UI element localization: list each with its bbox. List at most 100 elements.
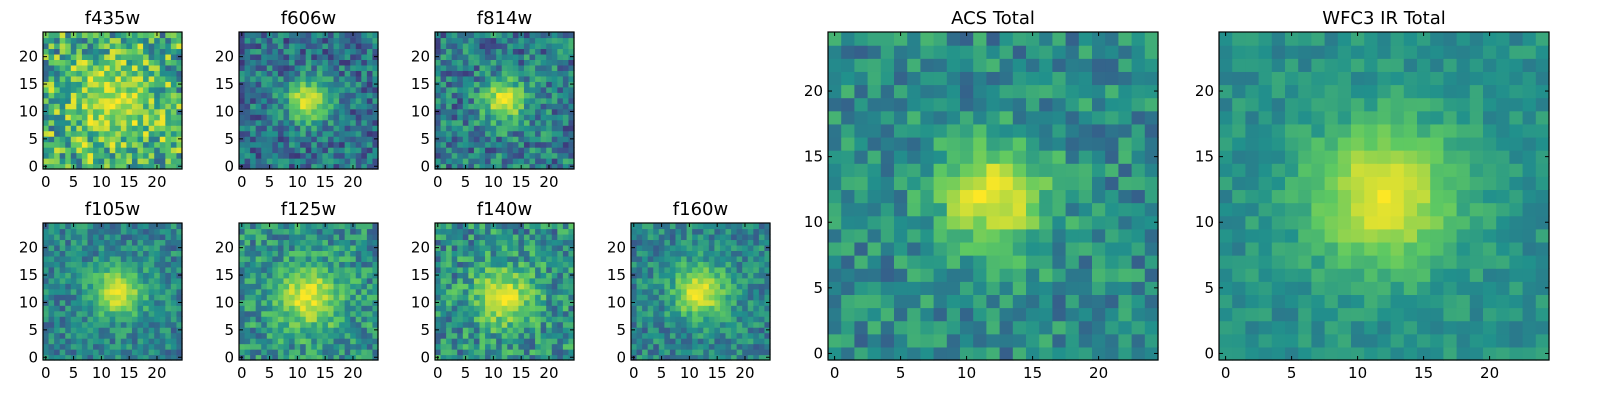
heatmap-cell <box>708 272 715 279</box>
heatmap-cell <box>457 283 464 290</box>
heatmap-cell <box>339 70 346 77</box>
heatmap-cell <box>753 294 760 301</box>
heatmap-cell <box>244 37 251 44</box>
heatmap-cell <box>59 158 66 165</box>
heatmap-cell <box>742 250 749 257</box>
heatmap-cell <box>43 255 50 262</box>
heatmap-cell <box>664 288 671 295</box>
heatmap-cell <box>148 283 155 290</box>
heatmap-cell <box>261 255 268 262</box>
heatmap-cell <box>473 136 481 143</box>
heatmap-cell <box>277 70 285 77</box>
heatmap-cell <box>653 327 660 334</box>
heatmap-cell <box>496 338 503 345</box>
heatmap-cell <box>109 223 116 230</box>
heatmap-cell <box>669 294 677 301</box>
heatmap-cell <box>518 299 525 306</box>
heatmap-cell <box>546 141 553 148</box>
heatmap-cell <box>98 141 105 148</box>
heatmap-cell <box>933 320 948 335</box>
heatmap-cell <box>529 75 536 82</box>
heatmap-cell <box>841 320 855 335</box>
heatmap-cell <box>283 343 290 350</box>
heatmap-cell <box>1052 346 1067 361</box>
heatmap-cell <box>300 136 307 143</box>
heatmap-cell <box>244 130 251 137</box>
heatmap-cell <box>675 305 682 312</box>
heatmap-cell <box>753 223 760 230</box>
heatmap-cell <box>300 32 307 39</box>
heatmap-cell <box>540 233 547 241</box>
heatmap-cell <box>355 103 362 110</box>
heatmap-cell <box>272 239 279 246</box>
heatmap-cell <box>98 332 105 339</box>
heatmap-cell <box>697 338 704 345</box>
heatmap-cell <box>65 228 72 235</box>
heatmap-cell <box>753 233 760 241</box>
heatmap-cell <box>65 239 72 246</box>
heatmap-cell <box>65 152 72 159</box>
heatmap-cell <box>686 299 693 306</box>
heatmap-cell <box>540 59 547 66</box>
heatmap-cell <box>283 86 290 93</box>
heatmap-cell <box>361 316 368 323</box>
heatmap-cell <box>485 294 492 301</box>
heatmap-cell <box>753 305 760 312</box>
heatmap-cell <box>557 338 564 345</box>
heatmap-cell <box>244 64 251 71</box>
heatmap-cell <box>529 37 536 44</box>
heatmap-cell <box>1012 268 1027 282</box>
heatmap-cell <box>747 305 754 312</box>
heatmap-cell <box>48 272 55 279</box>
heatmap-cell <box>697 343 704 350</box>
heatmap-cell <box>355 288 362 295</box>
heatmap-cell <box>440 42 447 50</box>
heatmap-cell <box>170 233 178 241</box>
heatmap-cell <box>636 321 643 328</box>
heatmap-cell <box>894 163 908 177</box>
heatmap-cell <box>473 233 481 241</box>
heatmap-cell <box>48 136 55 143</box>
heatmap-cell <box>675 338 682 345</box>
heatmap-cell <box>137 108 144 115</box>
heatmap-cell <box>658 332 665 339</box>
heatmap-cell <box>54 92 61 99</box>
heatmap-cell <box>54 119 61 126</box>
heatmap-cell <box>686 250 693 257</box>
heatmap-cell <box>255 130 262 137</box>
heatmap-cell <box>316 305 323 312</box>
heatmap-cell <box>350 343 357 350</box>
heatmap-cell <box>841 294 855 309</box>
heatmap-cell <box>686 244 693 251</box>
heatmap-cell <box>1065 320 1080 335</box>
heatmap-cell <box>48 42 55 50</box>
heatmap-cell <box>176 332 183 339</box>
heatmap-cell <box>65 354 72 361</box>
heatmap-cell <box>339 152 346 159</box>
heatmap-cell <box>70 239 77 246</box>
heatmap-cell <box>272 316 279 323</box>
heatmap-cell <box>501 239 508 246</box>
heatmap-cell <box>485 141 492 148</box>
heatmap-cell <box>48 48 55 55</box>
heatmap-cell <box>1039 255 1053 269</box>
heatmap-cell <box>339 277 346 284</box>
heatmap-cell <box>490 321 497 328</box>
heatmap-cell <box>490 70 497 77</box>
heatmap-cell <box>115 163 122 170</box>
heatmap-cell <box>300 288 307 295</box>
x-tick-label: 15 <box>708 364 727 382</box>
heatmap-cell <box>440 250 447 257</box>
heatmap-cell <box>540 310 547 317</box>
heatmap-cell <box>250 266 257 273</box>
heatmap-cell <box>686 255 693 262</box>
heatmap-cell <box>479 158 486 165</box>
heatmap-cell <box>283 147 290 154</box>
heatmap-cell <box>736 244 743 251</box>
heatmap-cell <box>272 299 279 306</box>
heatmap-cell <box>703 305 710 312</box>
heatmap-cell <box>120 37 127 44</box>
heatmap-cell <box>283 53 290 60</box>
heatmap-cell <box>1105 241 1119 256</box>
heatmap-cell <box>93 349 100 356</box>
